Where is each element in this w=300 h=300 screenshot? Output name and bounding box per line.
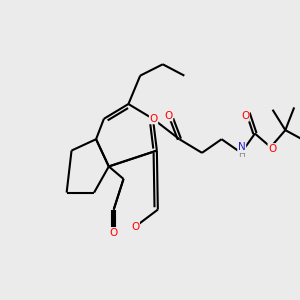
Text: O: O: [164, 111, 173, 121]
Text: O: O: [268, 144, 276, 154]
Text: H: H: [238, 150, 244, 159]
Text: O: O: [241, 111, 249, 121]
Text: O: O: [110, 228, 118, 238]
Text: N: N: [238, 142, 246, 152]
Text: O: O: [131, 222, 140, 232]
Text: O: O: [149, 114, 158, 124]
